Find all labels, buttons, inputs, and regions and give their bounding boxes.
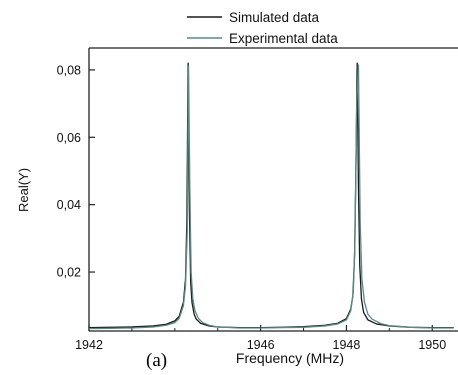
y-tick-label: 0,06 (57, 131, 81, 145)
x-tick-label: 1948 (333, 338, 361, 352)
x-tick-label: 1942 (75, 338, 103, 352)
legend-label-experimental: Experimental data (229, 31, 338, 46)
y-tick-label: 0,02 (57, 266, 81, 280)
y-tick-label: 0,08 (57, 63, 81, 77)
x-tick-label: 1946 (247, 338, 275, 352)
y-axis-label: Real(Y) (16, 168, 31, 212)
series-experimental-line (88, 64, 454, 330)
y-tick-label: 0,04 (57, 198, 81, 212)
series-layer (88, 62, 454, 330)
x-axis-label: Frequency (MHz) (236, 350, 344, 366)
legend: Simulated data Experimental data (187, 10, 338, 46)
x-tick-label: 1950 (418, 338, 446, 352)
series-simulated-line (88, 62, 454, 329)
panel-label: (a) (146, 350, 167, 371)
axis-ticks: 0,02 0,04 0,06 0,08 1942 1946 1948 1950 (57, 63, 447, 352)
legend-label-simulated: Simulated data (229, 10, 320, 25)
plot-frame (88, 47, 458, 332)
